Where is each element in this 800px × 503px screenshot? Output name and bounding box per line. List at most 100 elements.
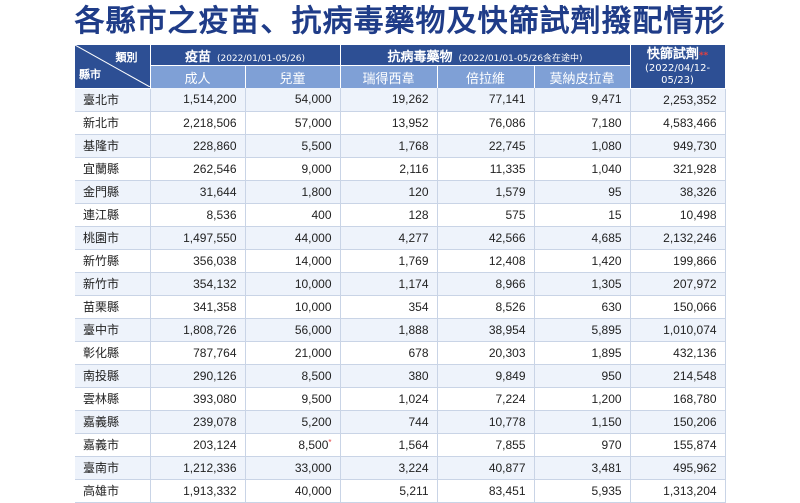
cell-child: 9,500 <box>245 387 341 411</box>
table-body: 臺北市 1,514,200 54,000 19,262 77,141 9,471 2,253… <box>75 88 726 503</box>
cell-adult: 341,358 <box>150 295 246 319</box>
cell-rapid: 150,206 <box>630 410 726 434</box>
cell-molnupiravir: 95 <box>534 180 631 204</box>
cell-city: 雲林縣 <box>75 387 151 411</box>
header-corner-cell: 類別 縣市 <box>75 45 151 89</box>
col-header-molnupiravir: 莫納皮拉韋 <box>534 65 631 88</box>
cell-child: 33,000 <box>245 456 341 480</box>
table-row: 連江縣 8,536 400 128 575 15 10,498 <box>75 203 726 227</box>
cell-child-value: 44,000 <box>294 230 332 245</box>
cell-molnupiravir-value: 15 <box>608 207 622 222</box>
cell-city: 嘉義縣 <box>75 410 151 434</box>
cell-rapid: 4,583,466 <box>630 111 726 135</box>
cell-rapid-value: 214,548 <box>673 368 717 383</box>
cell-child: 8,500* <box>245 433 341 457</box>
cell-remdesivir-value: 1,024 <box>398 391 429 406</box>
col-header-remdesivir: 瑞得西韋 <box>340 65 438 88</box>
cell-adult: 1,808,726 <box>150 318 246 342</box>
header-antiviral-dates: (2022/01/01-05/26含在途中) <box>458 53 583 64</box>
cell-rapid-value: 2,253,352 <box>663 92 717 107</box>
cell-rapid: 38,326 <box>630 180 726 204</box>
table-row: 新北市 2,218,506 57,000 13,952 76,086 7,180 4,583… <box>75 111 726 135</box>
cell-adult: 262,546 <box>150 157 246 181</box>
cell-paxlovid-value: 77,141 <box>488 92 526 107</box>
cell-paxlovid-value: 9,849 <box>495 368 526 383</box>
cell-child-value: 10,000 <box>294 276 332 291</box>
cell-molnupiravir: 1,895 <box>534 341 631 365</box>
cell-molnupiravir-value: 950 <box>601 368 622 383</box>
cell-paxlovid-value: 575 <box>505 207 526 222</box>
cell-adult-value: 8,536 <box>206 207 237 222</box>
cell-adult-value: 1,514,200 <box>183 92 237 107</box>
cell-molnupiravir-value: 1,305 <box>591 276 622 291</box>
cell-child: 14,000 <box>245 249 341 273</box>
cell-child-value: 21,000 <box>294 345 332 360</box>
cell-molnupiravir-value: 95 <box>608 184 622 199</box>
cell-adult: 228,860 <box>150 134 246 158</box>
cell-adult-value: 356,038 <box>193 253 237 268</box>
cell-remdesivir: 128 <box>340 203 438 227</box>
cell-molnupiravir: 1,150 <box>534 410 631 434</box>
table-row: 宜蘭縣 262,546 9,000 2,116 11,335 1,040 321,928 <box>75 157 726 181</box>
cell-child-value: 9,000 <box>301 161 332 176</box>
cell-remdesivir: 5,211 <box>340 479 438 503</box>
cell-remdesivir: 2,116 <box>340 157 438 181</box>
cell-child: 56,000 <box>245 318 341 342</box>
cell-paxlovid: 10,778 <box>437 410 535 434</box>
cell-child-value: 40,000 <box>294 483 332 498</box>
cell-paxlovid: 83,451 <box>437 479 535 503</box>
cell-child: 1,800 <box>245 180 341 204</box>
cell-remdesivir: 1,769 <box>340 249 438 273</box>
cell-adult-value: 1,212,336 <box>183 460 237 475</box>
cell-paxlovid: 8,966 <box>437 272 535 296</box>
cell-rapid: 432,136 <box>630 341 726 365</box>
cell-paxlovid-value: 83,451 <box>488 483 526 498</box>
cell-molnupiravir-value: 630 <box>601 299 622 314</box>
cell-adult-value: 393,080 <box>193 391 237 406</box>
cell-rapid-value: 432,136 <box>673 345 717 360</box>
cell-rapid-value: 949,730 <box>673 138 717 153</box>
cell-paxlovid-value: 20,303 <box>488 345 526 360</box>
cell-child-value: 56,000 <box>294 322 332 337</box>
cell-remdesivir-value: 744 <box>408 414 429 429</box>
cell-remdesivir-value: 1,769 <box>398 253 429 268</box>
cell-child: 5,500 <box>245 134 341 158</box>
cell-remdesivir-value: 5,211 <box>399 483 429 498</box>
table-row: 彰化縣 787,764 21,000 678 20,303 1,895 432,136 <box>75 341 726 365</box>
cell-rapid: 207,972 <box>630 272 726 296</box>
cell-child: 40,000 <box>245 479 341 503</box>
cell-child: 5,200 <box>245 410 341 434</box>
header-rapid-test: 快篩試劑** (2022/04/12- 05/23) <box>630 45 726 89</box>
cell-paxlovid: 8,526 <box>437 295 535 319</box>
cell-rapid: 214,548 <box>630 364 726 388</box>
cell-paxlovid-value: 22,745 <box>488 138 526 153</box>
cell-rapid: 10,498 <box>630 203 726 227</box>
cell-child: 10,000 <box>245 272 341 296</box>
cell-adult-value: 31,644 <box>199 184 237 199</box>
cell-city: 新北市 <box>75 111 151 135</box>
cell-remdesivir-value: 3,224 <box>398 460 429 475</box>
cell-city: 臺北市 <box>75 88 151 112</box>
col-header-paxlovid: 倍拉維 <box>437 65 535 88</box>
table-row: 嘉義縣 239,078 5,200 744 10,778 1,150 150,206 <box>75 410 726 434</box>
cell-molnupiravir: 4,685 <box>534 226 631 250</box>
cell-paxlovid: 7,224 <box>437 387 535 411</box>
cell-paxlovid: 20,303 <box>437 341 535 365</box>
cell-remdesivir: 1,888 <box>340 318 438 342</box>
cell-remdesivir: 744 <box>340 410 438 434</box>
cell-city: 宜蘭縣 <box>75 157 151 181</box>
cell-adult-value: 1,497,550 <box>183 230 237 245</box>
cell-paxlovid: 76,086 <box>437 111 535 135</box>
cell-paxlovid-value: 8,526 <box>495 299 526 314</box>
cell-molnupiravir-value: 1,895 <box>591 345 622 360</box>
cell-molnupiravir-value: 1,040 <box>591 161 622 176</box>
cell-paxlovid-value: 42,566 <box>488 230 526 245</box>
table-row: 新竹市 354,132 10,000 1,174 8,966 1,305 207,972 <box>75 272 726 296</box>
cell-paxlovid: 12,408 <box>437 249 535 273</box>
cell-paxlovid-value: 10,778 <box>488 414 526 429</box>
cell-child-value: 5,200 <box>301 414 332 429</box>
cell-molnupiravir: 15 <box>534 203 631 227</box>
cell-molnupiravir-value: 4,685 <box>591 230 622 245</box>
cell-molnupiravir: 1,040 <box>534 157 631 181</box>
cell-adult: 203,124 <box>150 433 246 457</box>
